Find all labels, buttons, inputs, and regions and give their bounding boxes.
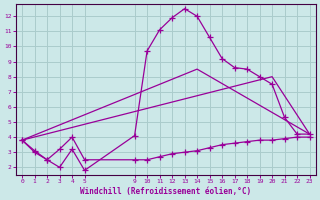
X-axis label: Windchill (Refroidissement éolien,°C): Windchill (Refroidissement éolien,°C) [80,187,252,196]
